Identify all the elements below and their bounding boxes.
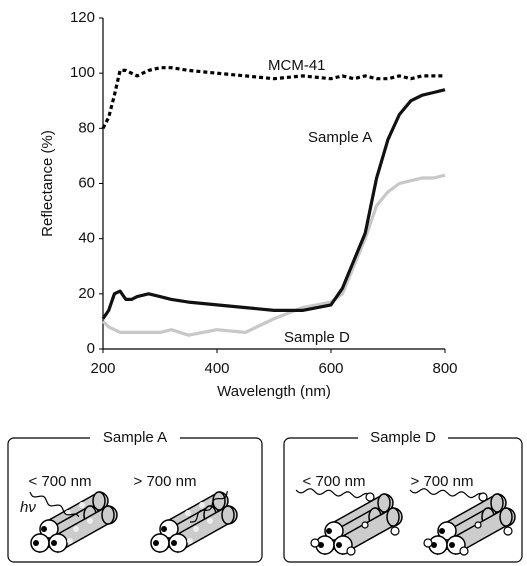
series-line — [101, 173, 446, 337]
panel-title: Sample D — [370, 429, 436, 446]
bundles — [30, 491, 516, 556]
y-tick-label: 40 — [78, 230, 95, 247]
y-tick-label: 120 — [70, 9, 95, 26]
x-tick-label: 200 — [90, 360, 115, 377]
y-tick-label: 100 — [70, 64, 95, 81]
panel-title-bg — [90, 428, 180, 448]
panel-title-bg — [358, 428, 448, 448]
photon-wave — [295, 488, 369, 499]
x-axis-label: Wavelength (nm) — [217, 383, 331, 400]
series-line — [101, 88, 446, 320]
panel-label: > 700 nm — [411, 473, 474, 490]
x-tick-label: 600 — [318, 360, 343, 377]
photon-wave — [29, 491, 80, 518]
series-label: MCM-41 — [268, 57, 326, 74]
panel-title: Sample A — [103, 429, 167, 446]
y-tick-label: 0 — [87, 340, 95, 357]
photon-wave — [409, 488, 483, 499]
x-tick-label: 800 — [432, 360, 457, 377]
series-line — [101, 66, 445, 130]
x-tick-label: 400 — [204, 360, 229, 377]
y-tick-label: 20 — [78, 285, 95, 302]
y-tick-label: 60 — [78, 174, 95, 191]
photon-waves — [29, 488, 483, 523]
panel-label: > 700 nm — [134, 473, 197, 490]
panel-label: < 700 nm — [29, 473, 92, 490]
panel-label: < 700 nm — [303, 473, 366, 490]
y-axis-label: Reflectance (%) — [39, 130, 56, 237]
photon-wave — [190, 491, 228, 523]
y-tick-label: 80 — [78, 119, 95, 136]
series-label: Sample A — [308, 129, 372, 146]
photon-label: hν — [20, 499, 36, 516]
series-label: Sample D — [284, 329, 350, 346]
